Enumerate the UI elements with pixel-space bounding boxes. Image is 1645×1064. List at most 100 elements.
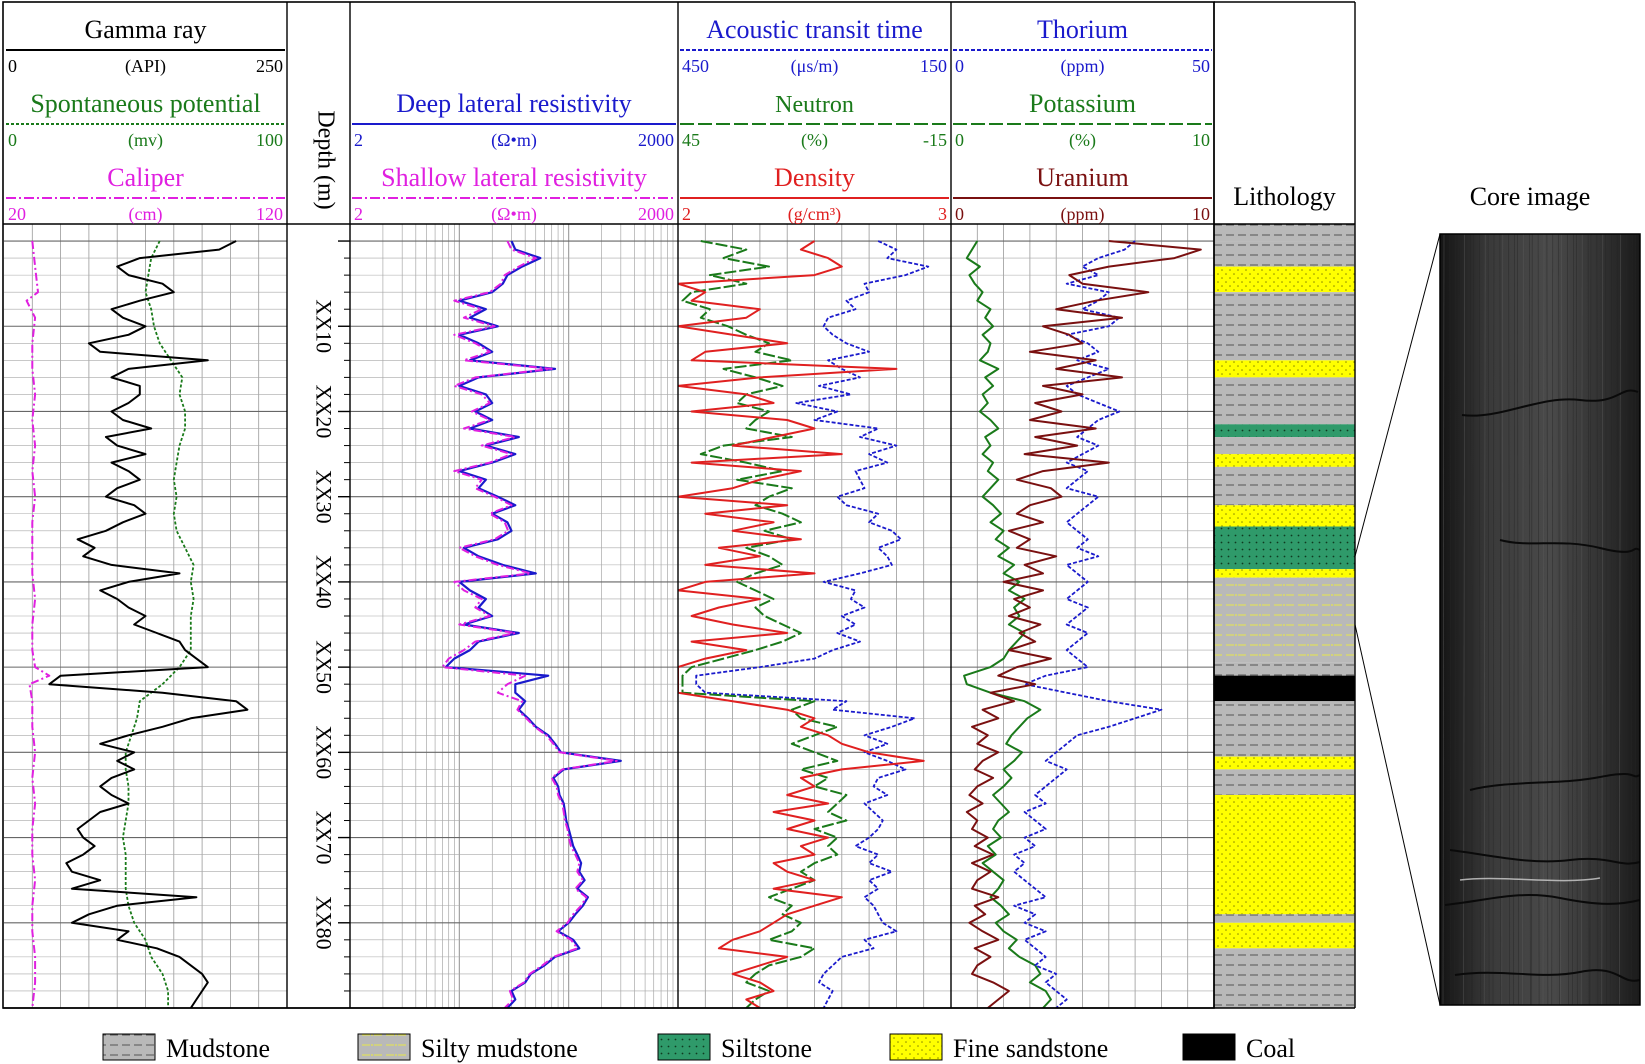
curve-unit: (%) [1069, 130, 1096, 151]
scale-min: 20 [8, 204, 26, 224]
scale-max: 50 [1192, 56, 1210, 76]
legend-label: Coal [1246, 1034, 1295, 1063]
core-striation [1487, 233, 1490, 1006]
lithology-segment [1214, 224, 1355, 242]
core-striation [1619, 233, 1621, 1006]
density-curve [678, 240, 925, 1008]
core-striation [1501, 233, 1504, 1006]
scale-max: 120 [256, 204, 283, 224]
core-striation [1558, 233, 1560, 1006]
lithology-column [1214, 224, 1355, 1008]
core-striation [1508, 233, 1510, 1006]
legend-swatch [102, 1033, 156, 1061]
core-striation [1610, 233, 1612, 1006]
core-striation [1463, 233, 1465, 1006]
lithology-segment [1214, 577, 1355, 663]
core-frame [1439, 233, 1641, 1006]
legend-swatch [1182, 1033, 1236, 1061]
curve-unit: (mv) [128, 130, 163, 151]
core-photo [1440, 234, 1640, 1005]
core-striation [1580, 233, 1583, 1006]
scale-min: 450 [682, 56, 709, 76]
scale-min: 0 [955, 130, 964, 150]
core-striation [1589, 233, 1592, 1006]
core-striation [1560, 233, 1562, 1006]
core-striation [1626, 233, 1628, 1006]
curve-title: Caliper [107, 163, 184, 192]
depth-tick-label: XX40 [312, 555, 337, 609]
acoustic-transit-time-curve [695, 240, 930, 1008]
curve-title: Thorium [1037, 15, 1128, 44]
core-striation [1546, 233, 1549, 1006]
legend-label: Silty mudstone [421, 1034, 578, 1063]
core-fracture [1449, 849, 1641, 865]
lithology-segment [1214, 437, 1355, 455]
lithology-segment [1214, 922, 1355, 949]
core-striation [1542, 233, 1545, 1006]
core-fracture [1469, 773, 1641, 791]
depth-axis: Depth (m) XX10 XX20 XX30 XX40 XX50 XX60 XX70 XX8… [312, 110, 350, 992]
curve-unit: (ppm) [1061, 56, 1105, 77]
curve-title: Acoustic transit time [706, 15, 923, 44]
scale-min: 45 [682, 130, 700, 150]
core-striation [1537, 233, 1540, 1006]
curve-title: Spontaneous potential [30, 89, 260, 118]
legend-label: Mudstone [166, 1034, 270, 1063]
curve-unit: (Ω•m) [491, 130, 537, 151]
core-fracture [1461, 389, 1639, 417]
core-striation [1529, 233, 1531, 1006]
curve-title: Gamma ray [84, 15, 206, 44]
spontaneous-potential-curve [122, 240, 195, 1008]
scale-max: -15 [923, 130, 947, 150]
core-striation [1492, 233, 1495, 1006]
uranium-curve [965, 240, 1202, 1008]
core-striation [1483, 233, 1486, 1006]
curve-title: Density [774, 163, 855, 192]
depth-tick-label: XX50 [312, 640, 337, 694]
core-striation [1630, 233, 1633, 1006]
core-striation [1522, 233, 1524, 1006]
lithology-segment [1214, 454, 1355, 467]
neutron-curve [681, 240, 848, 1008]
core-striation [1442, 233, 1445, 1006]
depth-tick-label: XX80 [312, 896, 337, 950]
core-connector-bottom [1354, 624, 1441, 1006]
log-curves [25, 240, 1202, 1008]
scale-max: 150 [920, 56, 947, 76]
depth-axis-label: Depth (m) [313, 110, 339, 209]
core-striation [1572, 233, 1574, 1006]
lithology-segment [1214, 377, 1355, 425]
curve-title: Potassium [1029, 89, 1136, 118]
core-striation [1601, 233, 1604, 1006]
lithology-segment [1214, 769, 1355, 795]
legend-label: Fine sandstone [953, 1034, 1108, 1063]
lithology-segment [1214, 756, 1355, 770]
depth-tick-label: XX10 [312, 299, 337, 353]
shallow-resistivity-curve [441, 240, 618, 1008]
lithology-segment [1214, 526, 1355, 570]
curve-title: Shallow lateral resistivity [381, 163, 647, 192]
thorium-curve [1013, 240, 1163, 1008]
lithology-segment [1214, 505, 1355, 527]
scale-min: 0 [8, 130, 17, 150]
scale-max: 10 [1192, 204, 1210, 224]
core-image-title: Core image [1470, 182, 1591, 211]
scale-max: 2000 [638, 204, 674, 224]
scale-max: 10 [1192, 130, 1210, 150]
curve-unit: (%) [801, 130, 828, 151]
lithology-segment [1214, 701, 1355, 757]
core-fracture [1444, 894, 1641, 906]
curve-unit: (μs/m) [791, 56, 839, 77]
core-striation [1470, 233, 1472, 1006]
grid-lines [4, 224, 1214, 1008]
lithology-legend: Mudstone Silty mudstone Siltstone Fine sand… [102, 1033, 1295, 1063]
depth-tick-label: XX60 [312, 725, 337, 779]
scale-max: 3 [938, 204, 947, 224]
track-frames [2, 1, 1356, 1009]
deep-resistivity-curve [444, 240, 622, 1008]
scale-max: 100 [256, 130, 283, 150]
legend-label: Siltstone [721, 1034, 812, 1063]
core-fracture [1499, 539, 1641, 553]
